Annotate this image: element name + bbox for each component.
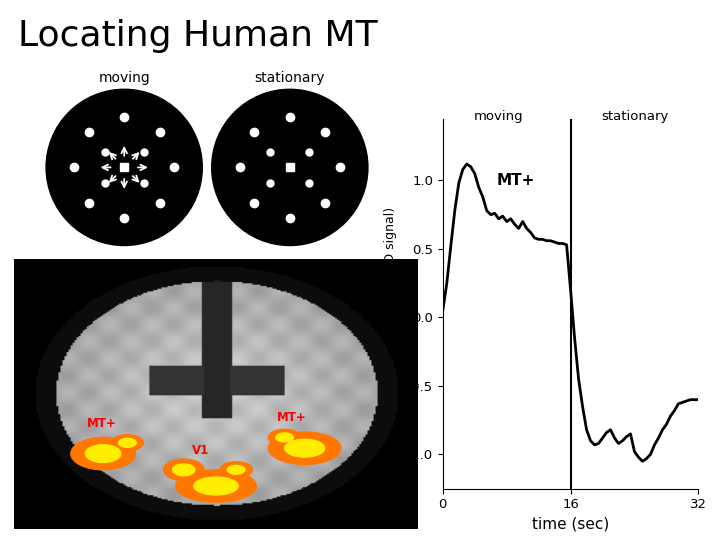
Text: stationary: stationary: [600, 110, 668, 123]
Ellipse shape: [176, 470, 256, 502]
Circle shape: [46, 89, 202, 246]
Ellipse shape: [220, 462, 252, 478]
Ellipse shape: [269, 429, 301, 445]
Ellipse shape: [173, 464, 195, 476]
Text: Locating Human MT: Locating Human MT: [18, 19, 377, 53]
Ellipse shape: [284, 440, 325, 457]
X-axis label: time (sec): time (sec): [532, 517, 609, 532]
Text: MT+: MT+: [497, 173, 536, 188]
Ellipse shape: [194, 477, 238, 495]
Ellipse shape: [111, 435, 143, 451]
Ellipse shape: [269, 432, 341, 464]
Text: MT+: MT+: [87, 416, 117, 430]
Text: V1: V1: [192, 443, 209, 457]
Text: moving: moving: [474, 110, 523, 123]
Ellipse shape: [276, 433, 294, 442]
Text: moving: moving: [99, 71, 150, 85]
Ellipse shape: [71, 437, 135, 470]
Circle shape: [212, 89, 368, 246]
Ellipse shape: [118, 438, 136, 447]
Ellipse shape: [86, 445, 121, 462]
Y-axis label: fMRI response (% BOLD signal): fMRI response (% BOLD signal): [384, 207, 397, 401]
Ellipse shape: [163, 459, 204, 481]
Text: MT+: MT+: [276, 411, 306, 424]
Text: stationary: stationary: [255, 71, 325, 85]
Ellipse shape: [228, 465, 245, 474]
